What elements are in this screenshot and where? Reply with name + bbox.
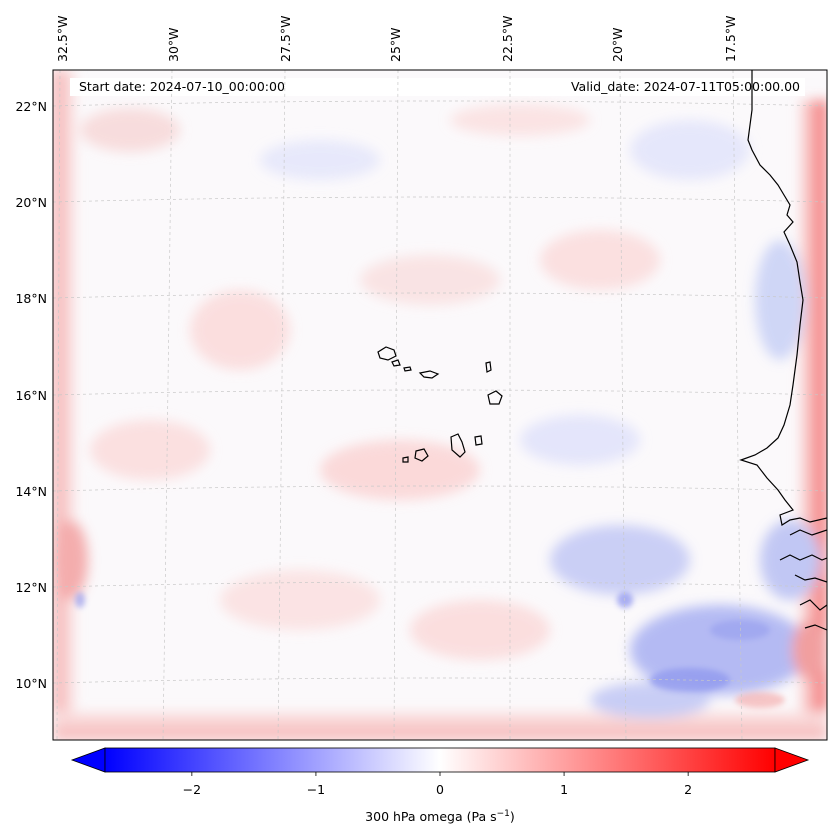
colorbar-tick-label: −2 [183,782,201,797]
map-frame [52,69,828,741]
colorbar-tick-label: −1 [307,782,325,797]
lat-label: 22°N [15,99,47,114]
colorbar-units-close: ) [510,809,515,824]
island-sao-vicente [391,359,401,367]
island-fogo [414,448,429,462]
colorbar-tick-label: 1 [560,782,568,797]
coast-segment [789,529,827,536]
lat-label: 16°N [15,388,47,403]
africa-coastline [739,70,827,526]
colorbar: −2 −1 0 1 2 300 hPa omega (Pa s−1) [70,747,810,824]
coast-segment [799,599,827,611]
lat-label: 18°N [15,291,47,306]
valid-date-label: Valid_date: 2024-07-11T05:00:00.00 [571,79,800,94]
coast-segment [804,624,827,631]
lon-label: 20°W [610,27,625,62]
island-boa-vista [487,390,503,405]
colorbar-field-name: 300 hPa omega [365,809,462,824]
island-sao-nicolau [418,370,440,379]
lat-label: 12°N [15,580,47,595]
island-sal [485,361,492,373]
island-santa-luzia [403,366,412,372]
colorbar-ticks: −2 −1 0 1 2 [183,772,692,797]
coast-segment [779,554,827,561]
island-santo-antao [377,346,397,361]
start-date-label: Start date: 2024-07-10_00:00:00 [79,79,285,94]
colorbar-tick-label: 2 [684,782,692,797]
lon-label: 32.5°W [55,16,70,62]
island-brava [402,456,409,463]
omega-field-detail [75,592,785,708]
coast-segment [794,574,827,583]
colorbar-units: (Pa s [467,809,497,824]
colorbar-high-extend [774,747,810,773]
colorbar-low-extend [70,747,106,773]
lat-label: 10°N [15,676,47,691]
map-panel [53,70,827,740]
colorbar-label: 300 hPa omega (Pa s−1) [365,809,515,824]
colorbar-body [104,747,776,773]
colorbar-units-exponent: −1 [497,809,510,819]
lon-label: 22.5°W [500,16,515,62]
header-strip [70,78,805,96]
graticule [53,70,827,740]
lon-label: 30°W [166,27,181,62]
lon-label: 27.5°W [278,16,293,62]
island-santiago [450,433,466,458]
lon-label: 17.5°W [723,16,738,62]
latitude-labels: 22°N 20°N 18°N 16°N 14°N 12°N 10°N [15,99,47,691]
longitude-labels: 32.5°W 30°W 27.5°W 25°W 22.5°W 20°W 17.5… [55,16,738,62]
coastline [377,70,827,631]
colorbar-tick-label: 0 [436,782,444,797]
lon-label: 25°W [388,27,403,62]
lat-label: 14°N [15,484,47,499]
lat-label: 20°N [15,195,47,210]
island-maio [474,435,483,446]
